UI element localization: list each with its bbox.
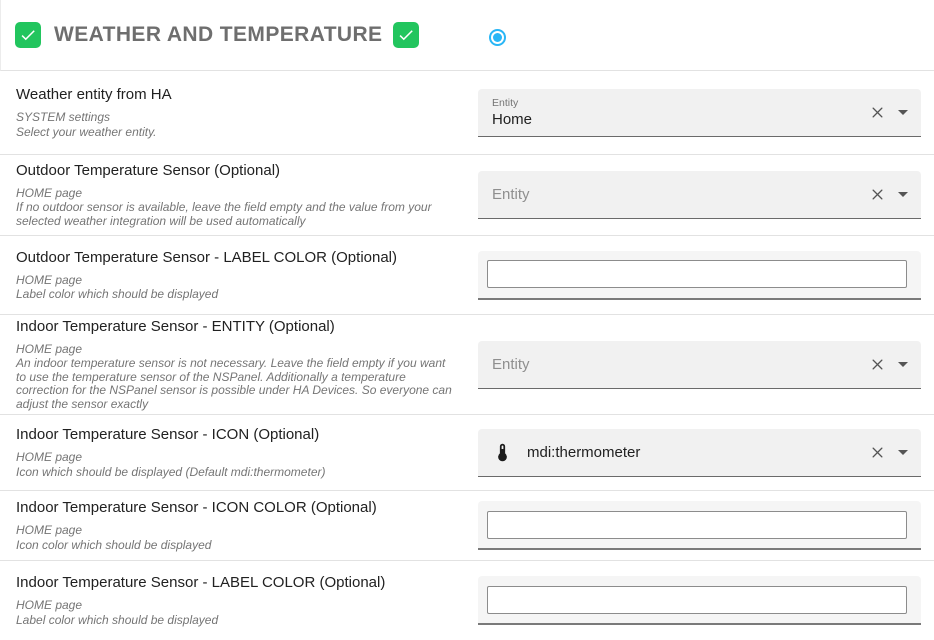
setting-page-subtitle: SYSTEM settings	[16, 110, 111, 124]
setting-description: Select your weather entity.	[16, 124, 157, 139]
entity-select-field[interactable]: Entity	[478, 340, 921, 389]
chevron-down-icon[interactable]	[898, 449, 908, 455]
setting-text-block: Indoor Temperature Sensor - ICON COLOR (…	[0, 499, 478, 552]
section-radio-button[interactable]	[489, 29, 506, 46]
setting-text-block: Indoor Temperature Sensor - LABEL COLOR …	[0, 574, 478, 627]
setting-field-area: mdi:thermometer	[478, 428, 934, 477]
setting-text-block: Indoor Temperature Sensor - ENTITY (Opti…	[0, 318, 478, 412]
select-text: Entity	[492, 356, 530, 373]
select-text: mdi:thermometer	[527, 444, 640, 461]
setting-text-block: Indoor Temperature Sensor - ICON (Option…	[0, 426, 478, 479]
select-value: Entity	[492, 186, 530, 203]
setting-page-subtitle: HOME page	[16, 450, 83, 464]
setting-title: Indoor Temperature Sensor - LABEL COLOR …	[16, 574, 386, 591]
setting-row: Indoor Temperature Sensor - ENTITY (Opti…	[0, 315, 934, 415]
select-text: Entity Home	[492, 97, 532, 128]
select-value: mdi:thermometer	[527, 443, 641, 461]
setting-page-subtitle: HOME page	[16, 523, 83, 537]
color-input-container	[478, 576, 921, 625]
setting-row: Outdoor Temperature Sensor - LABEL COLOR…	[0, 236, 934, 315]
color-input[interactable]	[487, 510, 907, 539]
select-value: Home	[492, 110, 533, 128]
setting-description: Label color which should be displayed	[16, 287, 219, 301]
clear-icon[interactable]	[869, 356, 885, 372]
setting-field-area: Entity	[478, 340, 934, 389]
setting-title: Outdoor Temperature Sensor (Optional)	[16, 161, 281, 179]
select-controls	[869, 104, 911, 120]
section-title: WEATHER AND TEMPERATURE	[54, 23, 383, 46]
select-text: Entity	[492, 186, 530, 203]
setting-row: Outdoor Temperature Sensor (Optional) HO…	[0, 155, 934, 236]
settings-list: Weather entity from HA SYSTEM settings S…	[0, 71, 934, 640]
setting-title: Outdoor Temperature Sensor - LABEL COLOR…	[16, 248, 398, 266]
section-enabled-checkbox-secondary[interactable]	[393, 22, 420, 48]
select-floating-label: Entity	[492, 96, 519, 109]
setting-title: Indoor Temperature Sensor - ENTITY (Opti…	[16, 317, 335, 335]
section-header: WEATHER AND TEMPERATURE	[0, 0, 934, 71]
setting-title: Indoor Temperature Sensor - ICON COLOR (…	[16, 499, 377, 516]
thermometer-icon	[492, 442, 513, 463]
select-controls	[869, 444, 911, 460]
setting-description: Icon color which should be displayed	[16, 537, 212, 552]
setting-page-subtitle: HOME page	[16, 341, 83, 356]
setting-description: An indoor temperature sensor is not nece…	[16, 356, 452, 411]
entity-select-field[interactable]: Entity	[478, 171, 921, 219]
setting-text-block: Outdoor Temperature Sensor (Optional) HO…	[0, 162, 478, 229]
setting-field-area: Entity Home	[478, 88, 934, 137]
setting-field-area	[478, 501, 934, 550]
setting-page-subtitle: HOME page	[16, 272, 83, 287]
setting-text-block: Outdoor Temperature Sensor - LABEL COLOR…	[0, 249, 478, 302]
setting-title: Weather entity from HA	[16, 86, 172, 103]
entity-select-field[interactable]: Entity Home	[478, 88, 921, 137]
setting-row: Weather entity from HA SYSTEM settings S…	[0, 71, 934, 155]
chevron-down-icon[interactable]	[898, 192, 908, 197]
setting-row: Indoor Temperature Sensor - ICON (Option…	[0, 415, 934, 491]
color-input[interactable]	[487, 585, 907, 614]
setting-page-subtitle: HOME page	[16, 185, 83, 200]
setting-page-subtitle: HOME page	[16, 598, 83, 612]
setting-text-block: Weather entity from HA SYSTEM settings S…	[0, 86, 478, 139]
setting-description: Icon which should be displayed (Default …	[16, 464, 326, 479]
setting-description: If no outdoor sensor is available, leave…	[16, 200, 432, 228]
radio-dot	[493, 33, 502, 42]
clear-icon[interactable]	[869, 187, 885, 203]
clear-icon[interactable]	[869, 104, 885, 120]
setting-field-area	[478, 250, 934, 300]
color-input-container	[478, 250, 921, 300]
select-controls	[869, 187, 911, 203]
chevron-down-icon[interactable]	[898, 109, 908, 115]
setting-row: Indoor Temperature Sensor - LABEL COLOR …	[0, 561, 934, 640]
setting-title: Indoor Temperature Sensor - ICON (Option…	[16, 426, 320, 443]
setting-field-area: Entity	[478, 171, 934, 219]
color-input-container	[478, 501, 921, 550]
select-controls	[869, 356, 911, 372]
color-input[interactable]	[487, 260, 907, 288]
setting-field-area	[478, 576, 934, 625]
select-value: Entity	[492, 355, 530, 373]
checkmark-icon	[397, 26, 415, 44]
section-enabled-checkbox[interactable]	[15, 22, 41, 48]
entity-select-field[interactable]: mdi:thermometer	[478, 428, 921, 477]
checkmark-icon	[19, 26, 37, 44]
setting-row: Indoor Temperature Sensor - ICON COLOR (…	[0, 491, 934, 561]
setting-description: Label color which should be displayed	[16, 612, 219, 627]
clear-icon[interactable]	[869, 444, 885, 460]
chevron-down-icon[interactable]	[898, 361, 908, 367]
